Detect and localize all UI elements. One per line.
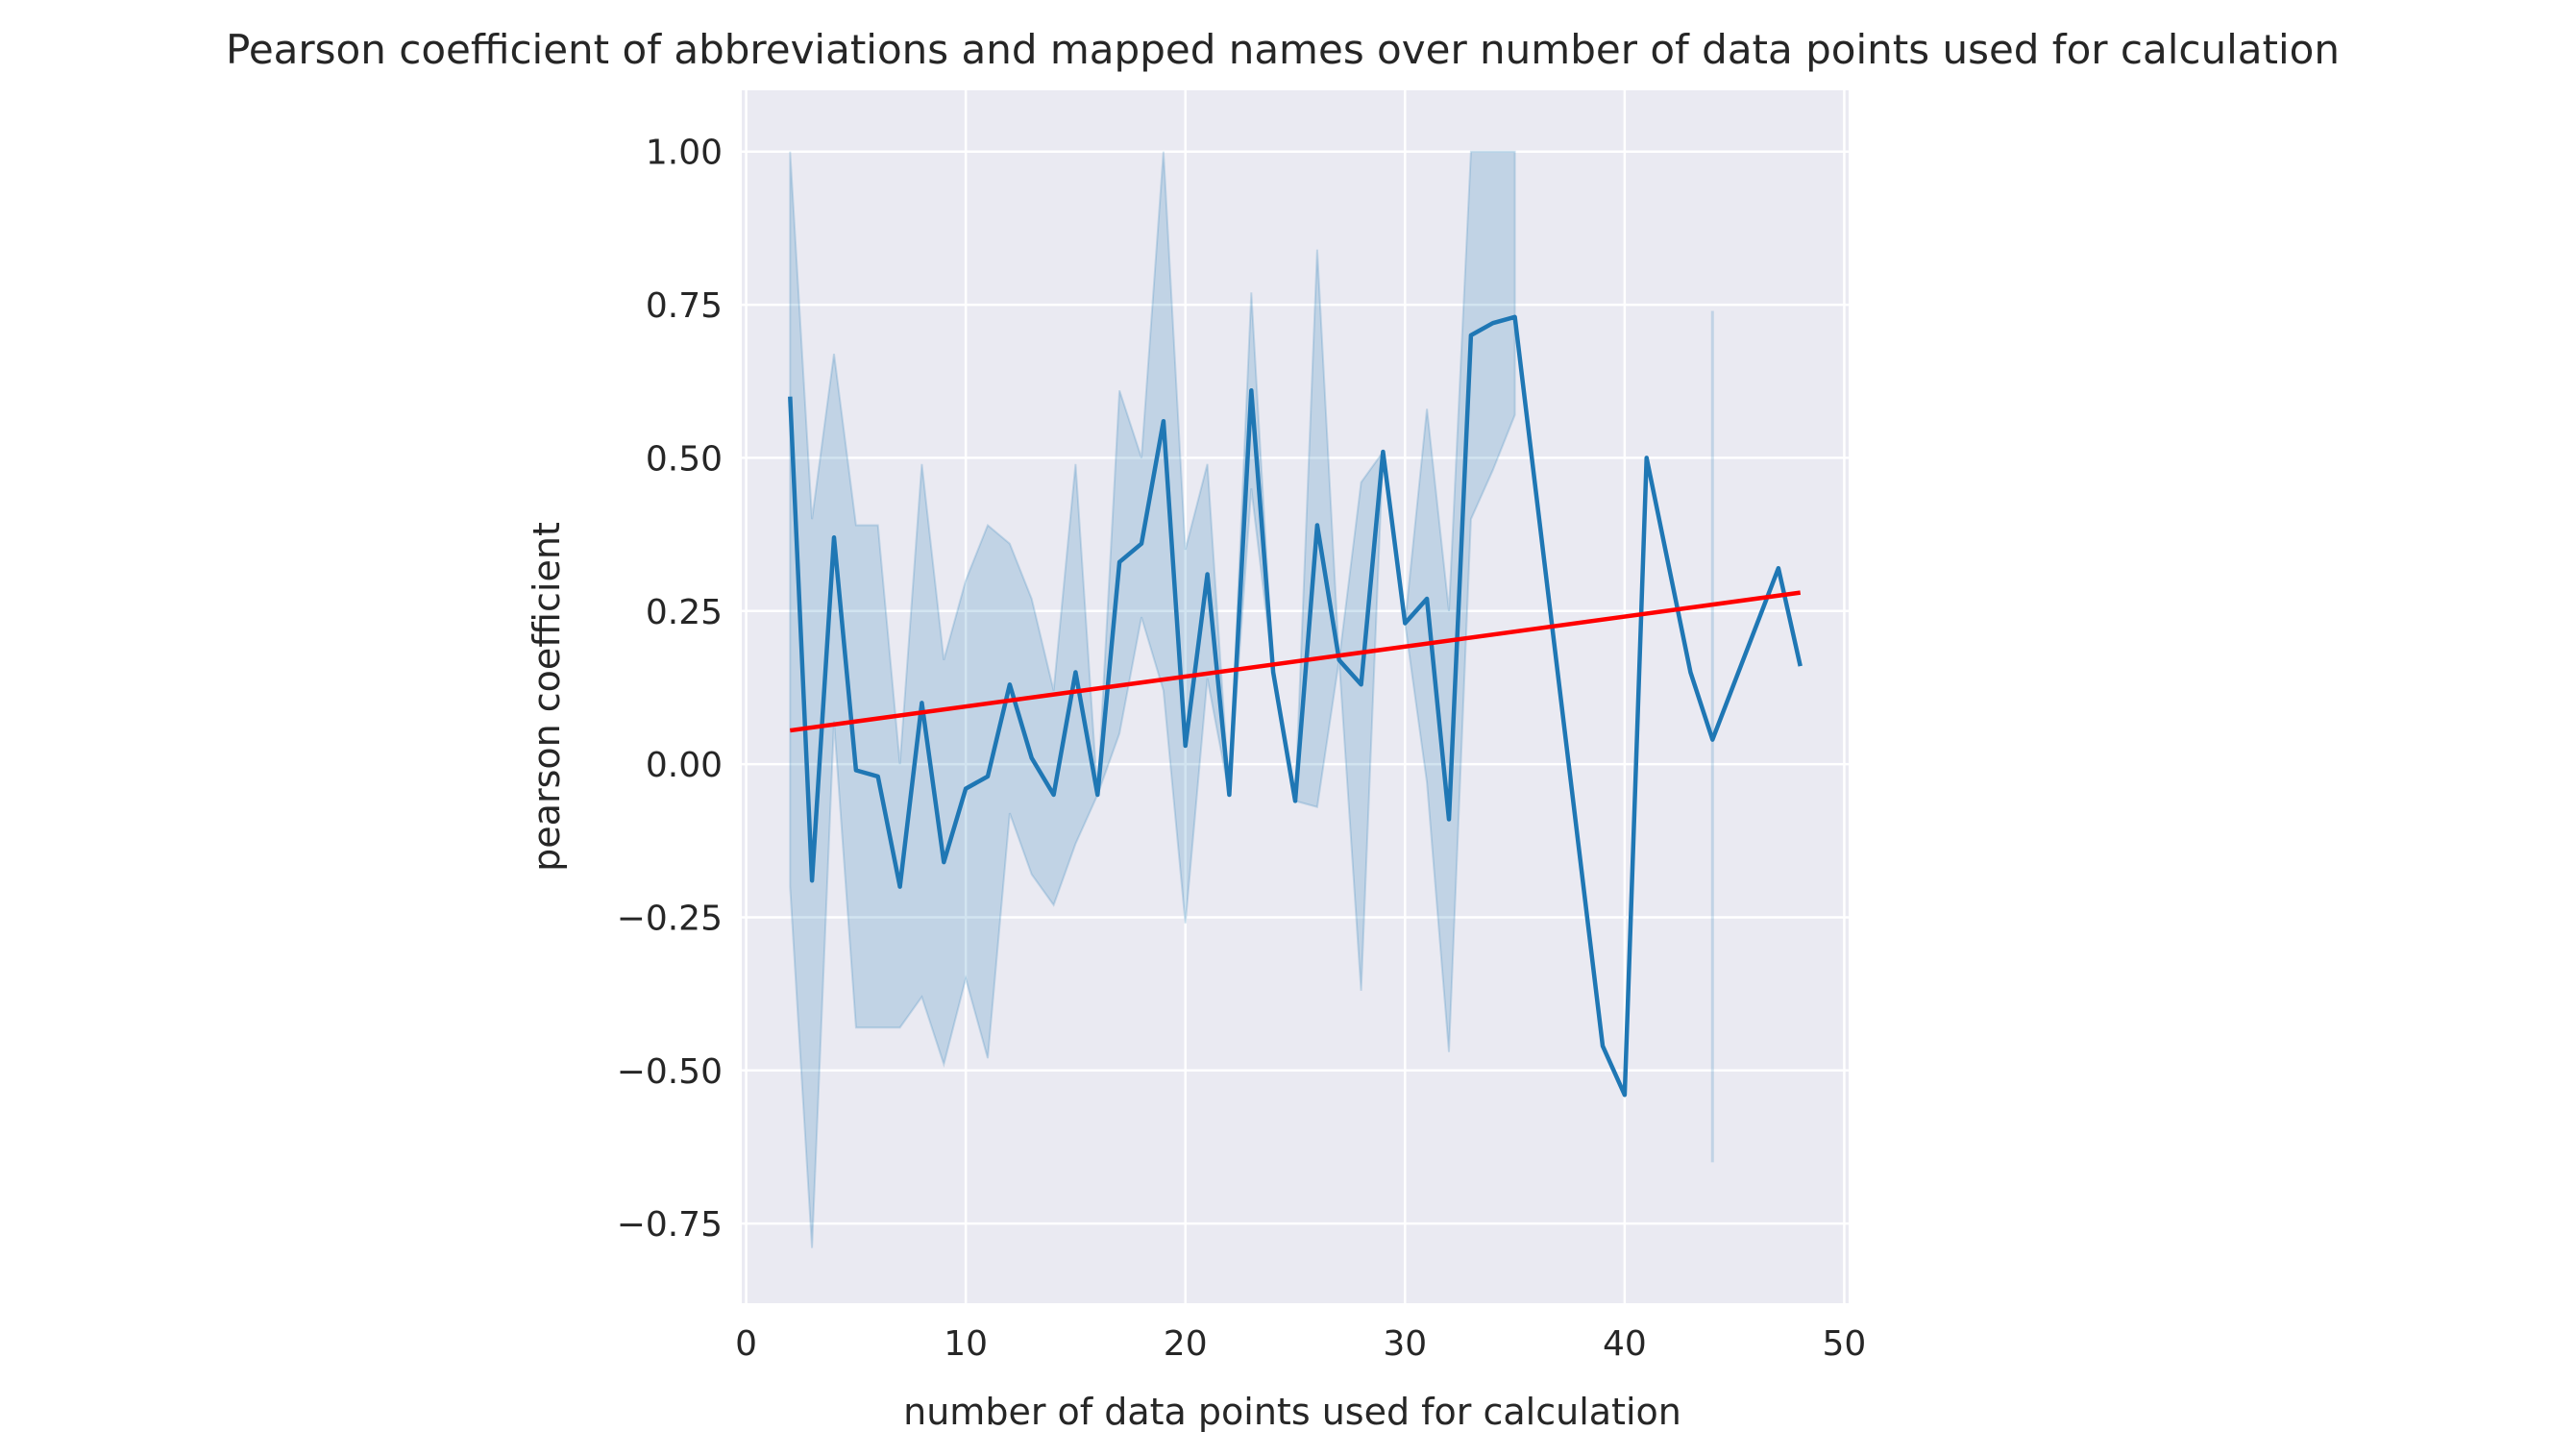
x-tick-label: 40 <box>1603 1324 1647 1364</box>
x-tick-label: 50 <box>1823 1324 1867 1364</box>
series-line <box>788 314 1803 1098</box>
y-tick-label: −0.75 <box>617 1205 723 1245</box>
trend-line-layer <box>789 590 1802 733</box>
plot-background <box>742 90 1849 1303</box>
y-tick-label: 0.75 <box>646 286 723 326</box>
y-tick-label: 0.00 <box>646 746 723 785</box>
y-tick-label: 0.50 <box>646 439 723 479</box>
y-tick-labels: −0.75 −0.50 −0.25 0.00 0.25 0.50 0.75 1.00 <box>617 134 723 1245</box>
chart-title: Pearson coefficient of abbreviations and… <box>226 26 2340 73</box>
series-line-layer <box>788 314 1803 1098</box>
confidence-band-area <box>789 150 1516 1248</box>
x-tick-label: 0 <box>735 1324 757 1364</box>
y-tick-label: 0.25 <box>646 593 723 632</box>
y-tick-label: −0.50 <box>617 1052 723 1092</box>
x-axis-label: number of data points used for calculati… <box>903 1391 1681 1433</box>
y-axis-label: pearson coefficient <box>526 522 568 872</box>
y-tick-label: −0.25 <box>617 899 723 938</box>
x-tick-labels: 0 10 20 30 40 50 <box>735 1324 1866 1364</box>
y-tick-label: 1.00 <box>646 134 723 173</box>
trend-line <box>789 590 1802 733</box>
x-tick-label: 20 <box>1164 1324 1208 1364</box>
x-tick-label: 30 <box>1383 1324 1427 1364</box>
x-tick-label: 10 <box>944 1324 988 1364</box>
